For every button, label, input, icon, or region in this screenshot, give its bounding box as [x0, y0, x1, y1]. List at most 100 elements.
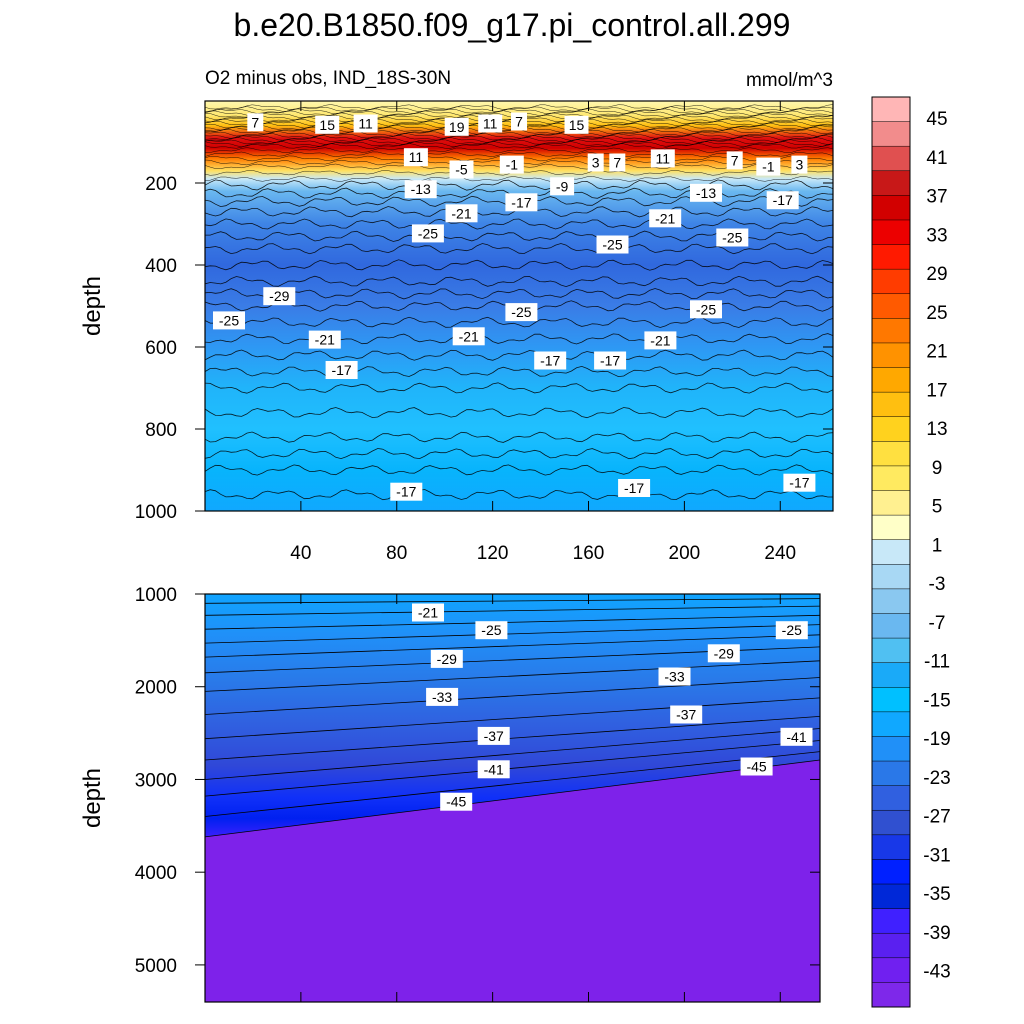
contour-line: [204, 275, 834, 288]
colorbar-label: 29: [926, 264, 947, 285]
contour-line: [204, 697, 821, 740]
contour-label-text: 3: [796, 157, 804, 173]
x-tick-label: 80: [386, 543, 407, 564]
colorbar-label: -43: [923, 962, 950, 983]
contour-line: [204, 141, 834, 147]
contour-label-text: -17: [773, 192, 793, 208]
contour-line: [204, 288, 834, 300]
contour-label: -37: [477, 726, 510, 745]
contour-line: [204, 407, 834, 419]
contour-line: [204, 716, 821, 761]
colorbar: 45 41 37 33 29 25 21 17 13 9 5 1 -3 -7 -11 -15 -19 -23 -27…: [871, 96, 951, 1008]
contour-label-box: [564, 115, 589, 134]
contour-label-box: [444, 117, 469, 136]
contour-line: [204, 259, 834, 271]
contour-label-box: [775, 621, 808, 640]
contour-line: [204, 365, 834, 378]
contour-label-box: [726, 151, 743, 170]
contour-label: -17: [505, 193, 538, 212]
contour-label-box: [390, 482, 423, 501]
contour-label: -41: [477, 760, 510, 779]
colorbar-swatch: [872, 97, 910, 122]
contour-label: -17: [534, 351, 567, 370]
colorbar-swatch: [872, 662, 910, 688]
contour-label: -33: [426, 687, 459, 706]
contour-line: [204, 489, 833, 501]
contour-label: -21: [452, 327, 485, 346]
contour-label-box: [353, 114, 378, 133]
contour-label-box: [740, 757, 773, 776]
colorbar-swatch: [872, 367, 910, 393]
contour-label: -25: [716, 228, 749, 247]
bottom-ylabel: depth: [79, 768, 106, 828]
colorbar-swatch: [872, 515, 910, 541]
contour-label-text: 15: [319, 117, 335, 133]
contour-label-text: -21: [418, 605, 438, 621]
contour-label-text: -1: [506, 157, 519, 173]
contour-label: -13: [404, 180, 437, 199]
contour-label-box: [511, 112, 527, 131]
colorbar-swatch: [872, 908, 910, 934]
colorbar-swatch: [872, 982, 910, 1008]
contour-line: [204, 660, 821, 692]
y-tick-label: 5000: [135, 956, 177, 977]
colorbar-swatch: [872, 342, 910, 368]
contour-label-box: [550, 177, 575, 196]
colorbar-swatch: [872, 293, 910, 319]
colorbar-swatch: [872, 859, 910, 885]
contour-label-text: -29: [269, 288, 289, 304]
contour-label-box: [716, 228, 749, 247]
contour-label-text: -41: [786, 729, 806, 745]
x-tick-label: 240: [764, 543, 796, 564]
contour-label: -25: [596, 235, 629, 254]
contour-label-box: [534, 351, 567, 370]
y-tick-label: 2000: [135, 678, 177, 699]
contour-label-text: -25: [602, 237, 622, 253]
contour-label-box: [791, 155, 808, 174]
colorbar-label: 17: [926, 380, 947, 401]
bottom-contour-lines: [204, 598, 821, 1002]
contour-label-box: [594, 351, 627, 370]
contour-label: -17: [783, 473, 816, 492]
colorbar-swatch: [872, 539, 910, 565]
y-tick-label: 1000: [135, 585, 177, 606]
x-tick-label: 160: [573, 543, 605, 564]
colorbar-swatch: [872, 465, 910, 491]
colorbar-label: 21: [926, 342, 947, 363]
top-ylabel: depth: [79, 276, 106, 336]
colorbar-label: 41: [926, 148, 947, 169]
contour-label-box: [587, 153, 604, 172]
contour-label-text: -25: [782, 622, 802, 638]
contour-label: 3: [587, 153, 604, 172]
contour-label-box: [263, 287, 296, 306]
contour-label: -21: [644, 331, 677, 350]
contour-label-text: -21: [650, 332, 670, 348]
contour-label-text: -13: [411, 181, 431, 197]
contour-label-box: [475, 621, 508, 640]
contour-label-text: -29: [437, 651, 457, 667]
contour-label-box: [783, 473, 816, 492]
top-axis-ticks: 40 80 120 160 200 240 200 400 600 800 1000: [135, 101, 833, 564]
contour-label: 15: [315, 115, 340, 134]
contour-label-text: -17: [600, 353, 620, 369]
contour-label-box: [658, 667, 691, 686]
colorbar-label: -39: [923, 923, 950, 944]
contour-label-text: 7: [515, 114, 523, 130]
contour-label-box: [650, 149, 675, 168]
contour-label-text: 7: [251, 114, 259, 130]
contour-label-text: -25: [219, 312, 239, 328]
colorbar-label: 25: [926, 303, 947, 324]
contour-label-box: [644, 331, 677, 350]
contour-label-text: -17: [511, 194, 531, 210]
contour-line: [204, 130, 834, 137]
contour-label: -21: [308, 330, 341, 349]
contour-label-box: [426, 687, 459, 706]
contour-label: 7: [247, 113, 264, 132]
contour-label: 11: [650, 149, 675, 168]
contour-label-text: -9: [556, 178, 569, 194]
contour-label: 3: [791, 155, 808, 174]
colorbar-swatch: [872, 810, 910, 836]
contour-label-box: [247, 113, 264, 132]
y-tick-label: 400: [145, 256, 177, 277]
colorbar-swatch: [872, 884, 910, 910]
